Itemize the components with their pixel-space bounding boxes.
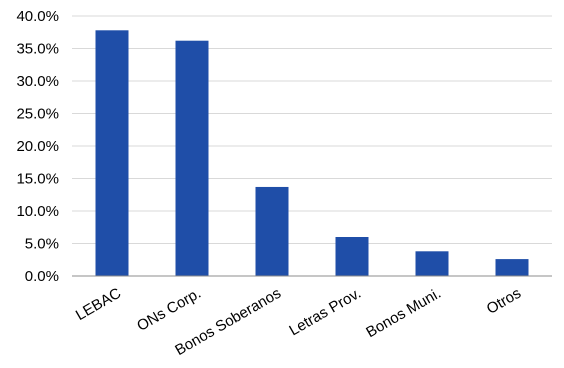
x-category-label: LEBAC (73, 285, 124, 324)
bar-letras-prov (335, 237, 369, 276)
bar-otros (495, 259, 529, 276)
y-tick-label: 25.0% (16, 106, 59, 123)
x-category-label: Letras Prov. (286, 285, 364, 340)
bars (95, 30, 529, 277)
y-tick-label: 30.0% (16, 73, 59, 90)
x-axis-labels: LEBAC ONs Corp.Bonos Soberanos Letras Prov… (73, 285, 524, 359)
y-tick-label: 40.0% (16, 8, 59, 25)
y-tick-label: 20.0% (16, 138, 59, 155)
bar-bonos-muni (415, 251, 449, 276)
bar-bonos-soberanos (255, 186, 289, 276)
bar-lebac (95, 30, 129, 276)
y-tick-label: 0.0% (25, 268, 59, 285)
y-axis-ticks: 0.0% 5.0% 10.0% 15.0% 20.0% 25.0% 30.0% 35.0% 40… (16, 8, 59, 285)
y-tick-label: 5.0% (25, 236, 59, 253)
gridlines (72, 15, 552, 244)
x-category-label: Bonos Muni. (363, 285, 444, 341)
bar-ons-corp (175, 40, 209, 277)
y-tick-label: 15.0% (16, 171, 59, 188)
y-tick-label: 10.0% (16, 203, 59, 220)
x-category-label: Otros (484, 285, 524, 318)
x-category-label: ONs Corp. (134, 285, 204, 335)
y-tick-label: 35.0% (16, 41, 59, 58)
